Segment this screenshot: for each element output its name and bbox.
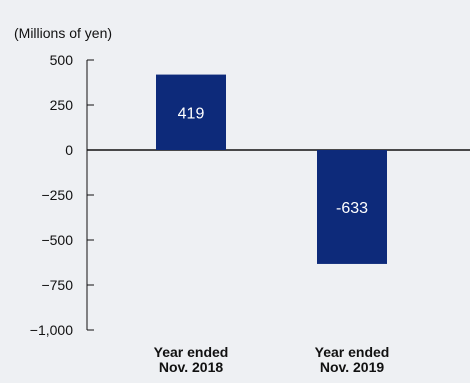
x-category-label: Nov. 2018 [159,359,224,375]
x-category-label: Nov. 2019 [320,359,385,375]
y-tick-label: −1,000 [30,322,73,338]
y-tick-label: 250 [50,97,74,113]
y-tick-label: −500 [41,232,73,248]
y-tick-label: −250 [41,187,73,203]
x-category-label: Year ended [315,344,390,360]
bar-data-label: 419 [178,105,205,122]
bar [317,150,387,264]
y-tick-label: 500 [50,52,74,68]
x-category-label: Year ended [154,344,229,360]
y-tick-label: −750 [41,277,73,293]
bar [156,74,226,150]
y-tick-label: 0 [65,142,73,158]
y-axis-unit-label: (Millions of yen) [14,25,112,41]
bar-data-label: -633 [336,200,368,217]
